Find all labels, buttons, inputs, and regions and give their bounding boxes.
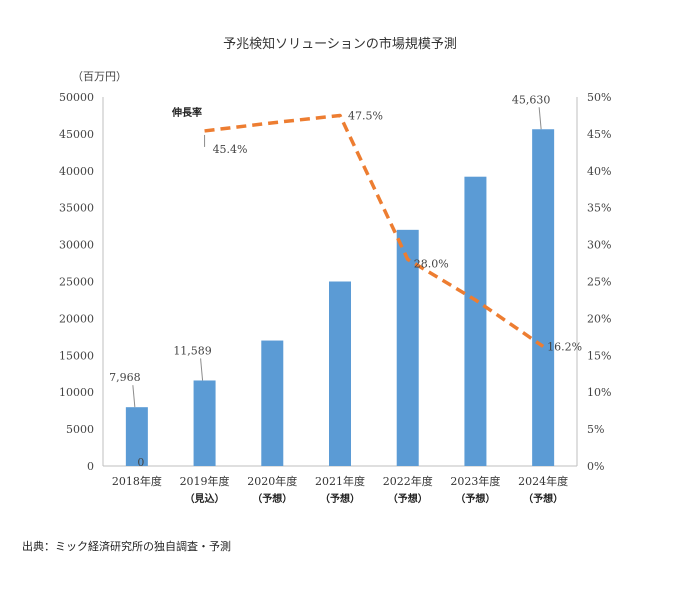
y-right-tick-label: 30% [587,239,611,252]
axes: 0 5000 10000 15000 20000 25000 30000 35000 40000… [59,91,611,505]
x-tick-label: 2018年度 [112,474,162,488]
x-tick-label: 2022年度 [383,474,433,488]
y-unit-label: （百万円） [72,70,127,83]
y-left-tick-label: 0 [87,460,94,473]
y-left-tick-label: 10000 [59,386,94,399]
bar-label-leader [200,358,204,381]
y-right-tick-label: 0% [587,460,604,473]
line-data-label: 28.0% [414,257,449,270]
bar-label-leader [132,385,136,408]
x-tick-note: （予想） [252,492,292,505]
x-tick-note: （予想） [455,492,495,505]
y-right-tick-label: 35% [587,202,611,215]
y-right-tick-label: 50% [587,91,611,104]
y-right-tick-label: 10% [587,386,611,399]
y-left-tick-label: 20000 [59,312,94,325]
bar [261,340,284,466]
x-tick-label: 2024年度 [518,474,568,488]
x-tick-label: 2019年度 [180,474,230,488]
bar [329,281,351,466]
bar [125,407,148,466]
y-right-tick-label: 15% [587,349,611,362]
x-tick-label: 2021年度 [315,474,365,488]
x-tick-label: 2023年度 [450,474,500,488]
bar [193,380,216,466]
y-left-tick-label: 50000 [59,91,94,104]
line-legend-label: 伸長率 [171,106,202,119]
y-right-tick-label: 40% [587,165,611,178]
bars [125,129,555,467]
zero-data-label: 0 [137,456,144,469]
y-right-tick-label: 45% [587,128,611,141]
line-data-label: 45.4% [213,143,248,156]
x-tick-note: （予想） [388,492,428,505]
y-left-tick-label: 35000 [59,202,94,215]
x-tick-note: （予想） [523,492,563,505]
chart-title: 予兆検知ソリューションの市場規模予測 [223,36,457,52]
growth-line [204,113,545,348]
y-left-tick-label: 40000 [59,165,94,178]
bar [396,229,419,466]
bar [532,129,555,466]
y-left-tick-label: 25000 [59,276,94,289]
bar-data-label: 7,968 [109,371,141,384]
x-tick-note: （見込） [185,492,225,505]
bar-data-label: 11,589 [173,344,212,357]
bar-label-leader [538,107,542,130]
y-left-tick-label: 5000 [66,423,94,436]
growth-line-path [204,113,545,348]
y-right-tick-label: 25% [587,276,611,289]
line-data-label: 16.2% [547,340,582,353]
bar [464,176,487,467]
y-left-tick-label: 30000 [59,239,94,252]
x-tick-note: （予想） [320,492,360,505]
x-tick-label: 2020年度 [247,474,297,488]
line-data-label: 47.5% [348,109,383,122]
bar-data-label: 45,630 [512,93,551,106]
y-left-tick-label: 15000 [59,349,94,362]
data-labels: 7,968 11,589 45,630 0 45.4% 47.5% 28.0% 16.2% [109,93,582,469]
y-right-tick-label: 5% [587,423,604,436]
y-left-tick-label: 45000 [59,128,94,141]
source-note: 出典：ミック経済研究所の独自調査・予測 [22,540,231,553]
y-right-tick-label: 20% [587,312,611,325]
